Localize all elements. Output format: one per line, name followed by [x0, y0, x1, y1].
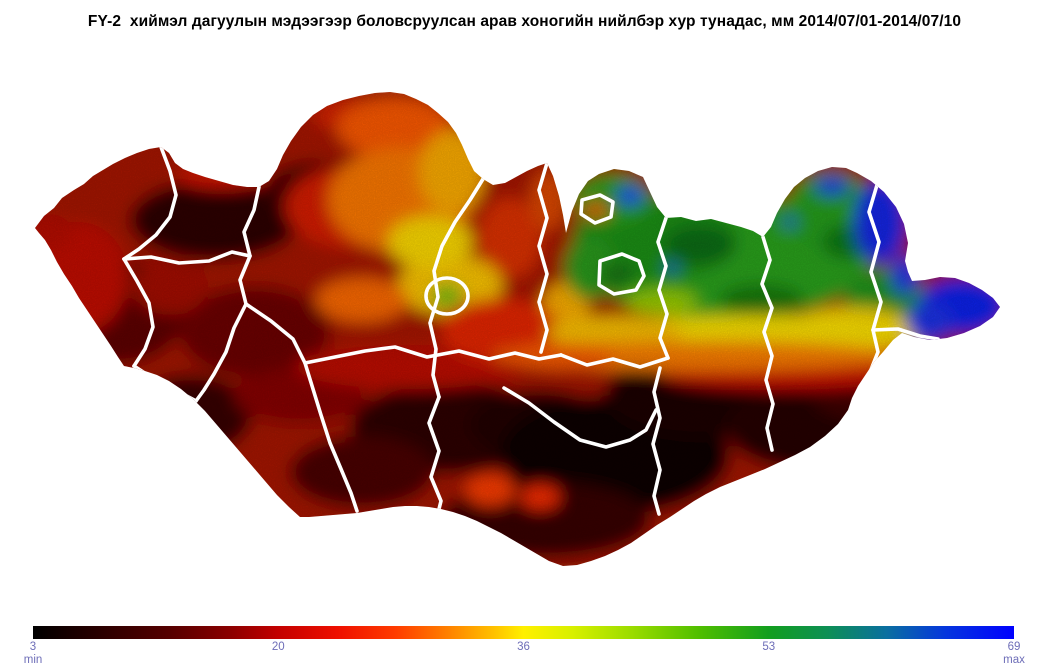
legend-tick-label: 3	[29, 641, 37, 653]
legend-tick-label: 69	[1007, 641, 1021, 653]
legend-tick-label: 20	[271, 641, 285, 653]
legend-ticks: 3 20 36 53 69	[29, 641, 1021, 654]
legend-colorbar	[33, 626, 1014, 639]
legend-tick-label: 36	[517, 641, 530, 653]
legend-min-label: min	[23, 654, 43, 666]
legend: 3 20 36 53 69 min max	[24, 626, 1025, 666]
legend-max-label: max	[1003, 654, 1025, 666]
page-title: FY-2 хиймэл дагуулын мэдээгээр боловсруу…	[87, 13, 962, 30]
legend-minmax: min max	[24, 654, 1025, 666]
legend-tick-label: 53	[762, 641, 776, 653]
